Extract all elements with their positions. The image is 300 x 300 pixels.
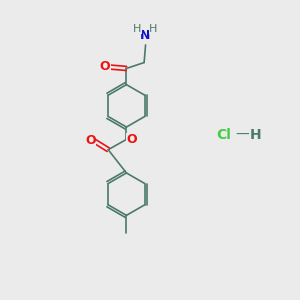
Text: O: O [85, 134, 96, 147]
Text: H: H [250, 128, 262, 142]
Text: N: N [140, 29, 150, 42]
Text: O: O [100, 61, 110, 74]
Text: —: — [235, 128, 249, 142]
Text: H: H [133, 24, 142, 34]
Text: H: H [149, 24, 157, 34]
Text: O: O [126, 134, 137, 146]
Text: Cl: Cl [216, 128, 231, 142]
